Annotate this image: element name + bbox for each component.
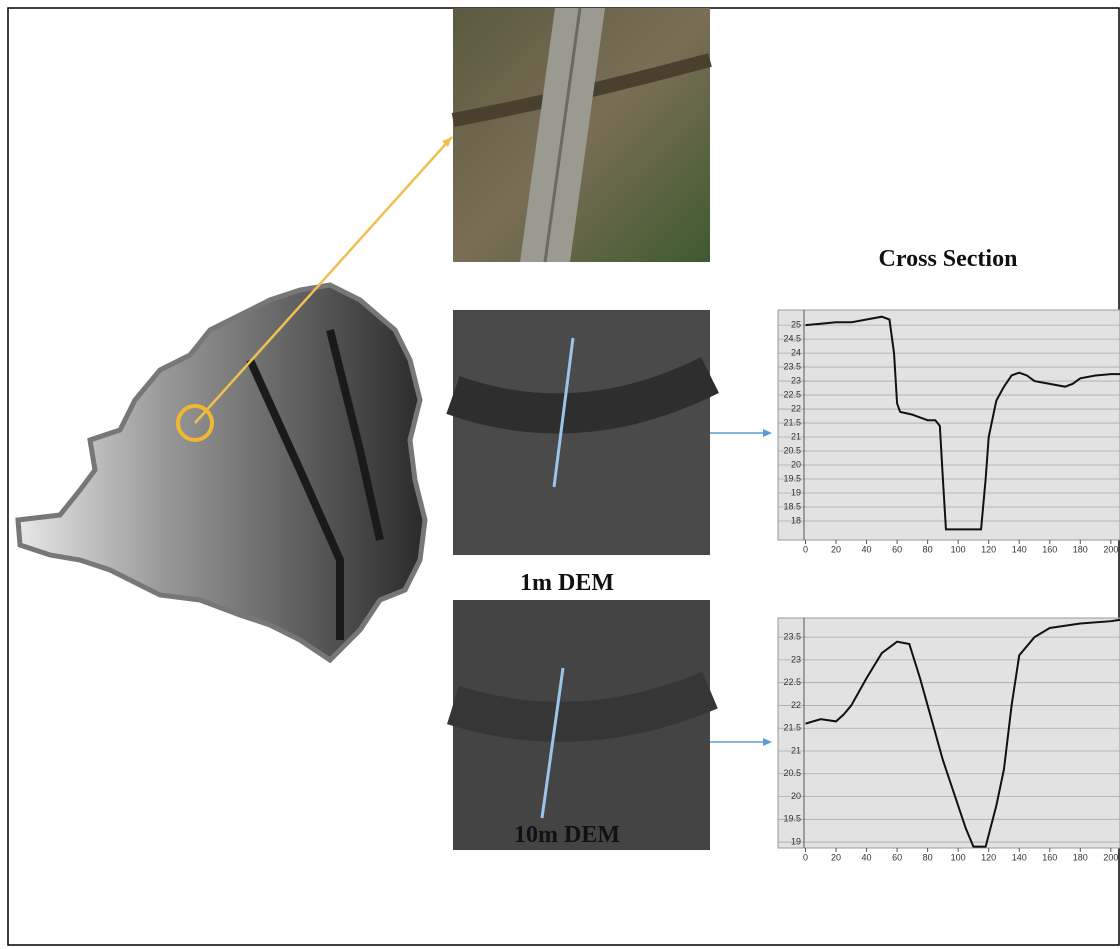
y-tick-label: 19 (791, 487, 801, 497)
x-tick-label: 20 (831, 544, 841, 554)
x-tick-label: 40 (862, 544, 872, 554)
x-tick-label: 80 (923, 852, 933, 862)
plot-area (778, 310, 1120, 540)
figure: Cross Section 1m DEM 10m DEM 18 18.5 19 19.… (0, 0, 1120, 949)
arrow-head (763, 738, 772, 746)
x-tick-label: 180 (1073, 852, 1088, 862)
y-tick-label: 18 (791, 515, 801, 525)
dem-label: 1m DEM (520, 570, 614, 596)
x-tick-label: 120 (981, 852, 996, 862)
x-tick-label: 0 (803, 544, 808, 554)
x-tick-label: 40 (862, 852, 872, 862)
x-tick-label: 200 (1103, 852, 1118, 862)
arrow-head (763, 429, 772, 437)
y-tick-label: 19 (791, 836, 801, 846)
y-tick-label: 22 (791, 403, 801, 413)
y-tick-label: 20.5 (783, 768, 801, 778)
x-tick-label: 20 (831, 852, 841, 862)
y-tick-label: 21.5 (783, 417, 801, 427)
x-tick-label: 180 (1073, 544, 1088, 554)
y-tick-label: 24.5 (783, 333, 801, 343)
y-tick-label: 22 (791, 700, 801, 710)
y-tick-label: 24 (791, 347, 801, 357)
y-tick-label: 20 (791, 459, 801, 469)
x-tick-label: 100 (951, 852, 966, 862)
y-tick-label: 25 (791, 319, 801, 329)
x-tick-label: 120 (981, 544, 996, 554)
plot-area (778, 618, 1120, 848)
x-tick-label: 160 (1042, 852, 1057, 862)
x-tick-label: 160 (1042, 544, 1057, 554)
x-tick-label: 60 (892, 852, 902, 862)
y-tick-label: 21 (791, 431, 801, 441)
x-tick-label: 140 (1012, 852, 1027, 862)
y-tick-label: 19.5 (783, 814, 801, 824)
x-tick-label: 140 (1012, 544, 1027, 554)
y-tick-label: 20 (791, 791, 801, 801)
y-tick-label: 20.5 (783, 445, 801, 455)
figure-title: Cross Section (879, 246, 1018, 272)
x-tick-label: 200 (1103, 544, 1118, 554)
y-tick-label: 23.5 (783, 361, 801, 371)
dem-label: 10m DEM (514, 822, 620, 848)
y-tick-label: 21 (791, 745, 801, 755)
x-tick-label: 100 (951, 544, 966, 554)
y-tick-label: 19.5 (783, 473, 801, 483)
y-tick-label: 23 (791, 375, 801, 385)
y-tick-label: 18.5 (783, 501, 801, 511)
y-tick-label: 22.5 (783, 389, 801, 399)
x-tick-label: 0 (803, 852, 808, 862)
y-tick-label: 23 (791, 654, 801, 664)
y-tick-label: 22.5 (783, 677, 801, 687)
x-tick-label: 80 (923, 544, 933, 554)
y-tick-label: 21.5 (783, 723, 801, 733)
x-tick-label: 60 (892, 544, 902, 554)
y-tick-label: 23.5 (783, 632, 801, 642)
